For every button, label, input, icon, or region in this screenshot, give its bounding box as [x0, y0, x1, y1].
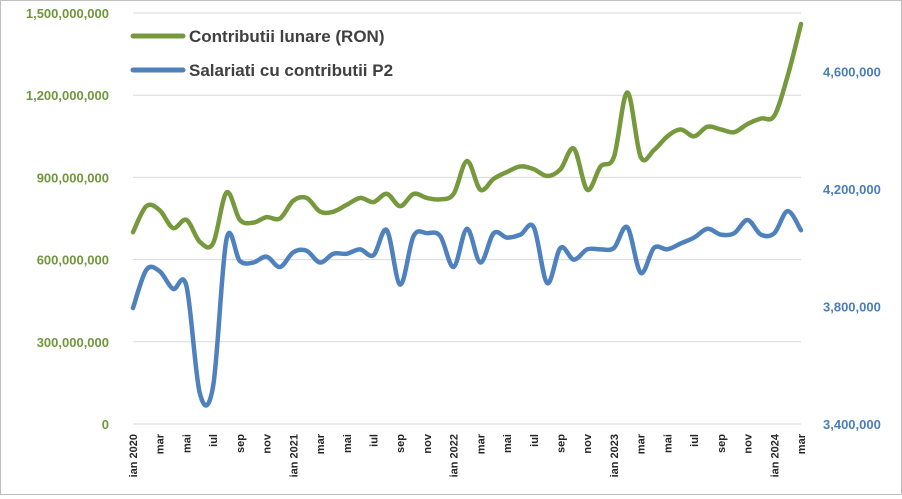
x-tick-label: iul [689, 434, 701, 447]
x-tick-label: mar [155, 433, 167, 454]
x-tick-label: mar [475, 433, 487, 454]
x-tick-label: iul [208, 434, 220, 447]
x-tick-label: mar [636, 433, 648, 454]
x-tick-label: nov [262, 433, 274, 453]
left-tick-label: 600,000,000 [37, 253, 109, 268]
x-tick-label: ian 2024 [769, 433, 781, 477]
right-tick-label: 3,800,000 [823, 300, 881, 315]
left-tick-label: 900,000,000 [37, 170, 109, 185]
x-tick-label: mai [502, 434, 514, 453]
left-tick-label: 0 [102, 417, 109, 432]
x-tick-label: mai [342, 434, 354, 453]
series-line-contributii [130, 21, 804, 250]
series-lines [130, 21, 804, 408]
x-tick-label: ian 2022 [449, 434, 461, 477]
series-line-salariati [130, 208, 804, 408]
x-tick-label: sep [395, 434, 407, 453]
left-tick-label: 1,500,000,000 [26, 6, 109, 21]
x-tick-label: sep [556, 434, 568, 453]
x-tick-label: mai [662, 434, 674, 453]
x-tick-label: nov [422, 433, 434, 453]
right-axis-ticks: 3,400,000 3,800,000 4,200,000 4,600,000 [823, 65, 881, 432]
x-tick-label: sep [235, 434, 247, 453]
x-tick-label: ian 2020 [128, 434, 140, 477]
left-tick-label: 300,000,000 [37, 335, 109, 350]
right-tick-label: 4,600,000 [823, 65, 881, 80]
x-tick-label: sep [716, 434, 728, 453]
x-axis-ticks: ian 2020 mar mai iul sep nov ian 2021 mar mai iul… [128, 433, 808, 477]
x-tick-label: mai [181, 434, 193, 453]
left-axis-ticks: 0 300,000,000 600,000,000 900,000,000 1,200,… [26, 6, 109, 432]
x-tick-label: ian 2023 [609, 434, 621, 477]
legend-label-salariati: Salariati cu contributii P2 [189, 61, 393, 80]
right-tick-label: 4,200,000 [823, 182, 881, 197]
gridlines [133, 12, 801, 425]
x-tick-label: mar [796, 433, 808, 454]
legend: Contributii lunare (RON) Salariati cu co… [130, 27, 393, 80]
x-tick-label: iul [529, 434, 541, 447]
x-tick-label: ian 2021 [288, 434, 300, 477]
x-tick-label: mar [315, 433, 327, 454]
x-tick-label: iul [368, 434, 380, 447]
legend-label-contributii: Contributii lunare (RON) [189, 27, 384, 46]
left-tick-label: 1,200,000,000 [26, 88, 109, 103]
right-tick-label: 3,400,000 [823, 417, 881, 432]
x-tick-label: nov [743, 433, 755, 453]
x-tick-label: nov [582, 433, 594, 453]
